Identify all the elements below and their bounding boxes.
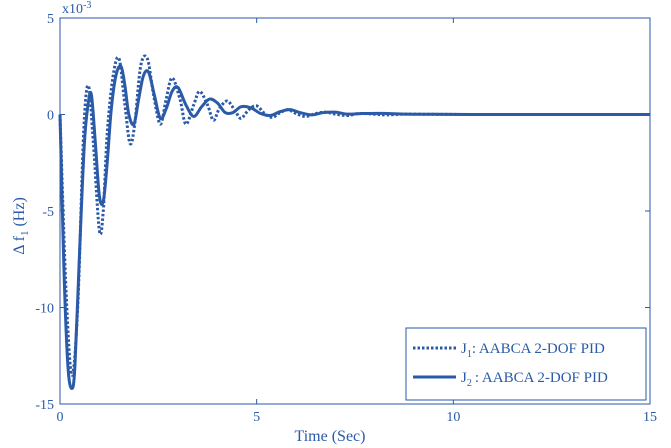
- legend-j2-sub: 2: [467, 378, 472, 389]
- y-tick-label: -5: [42, 205, 54, 220]
- x-tick-label: 0: [57, 410, 64, 425]
- legend-box: [405, 327, 647, 401]
- legend-j1-sub: 1: [467, 349, 472, 360]
- legend-j2-rest: : AABCA 2-DOF PID: [475, 370, 608, 386]
- legend-j1-main: J: [461, 341, 467, 357]
- legend-j1-rest: : AABCA 2-DOF PID: [472, 341, 605, 357]
- y-axis-label-sub: 1: [19, 231, 31, 237]
- y-tick-label: 5: [47, 12, 54, 27]
- series-layer: [58, 54, 650, 391]
- x-tick-label: 10: [446, 410, 460, 425]
- legend: J1: AABCA 2-DOF PID J2: AABCA 2-DOF PID: [405, 327, 647, 401]
- y-axis-label-unit: (Hz): [11, 197, 28, 226]
- legend-j2-main: J: [461, 370, 467, 386]
- x-axis-label: Time (Sec): [295, 428, 366, 445]
- legend-label-j2: J2: AABCA 2-DOF PID: [461, 370, 608, 389]
- y-exponent-power: -3: [83, 0, 91, 11]
- y-exponent-label: x10-3: [62, 0, 91, 17]
- series-line-2: [58, 64, 650, 391]
- y-tick-label: -15: [35, 398, 54, 413]
- y-tick-label: 0: [47, 109, 54, 124]
- y-axis-label-main: Δ f: [11, 235, 28, 254]
- axis-ticks: 0 5 10 15 -15 -10 -5 0 5: [35, 12, 657, 425]
- x-tick-label: 15: [643, 410, 657, 425]
- series-line-1: [58, 54, 650, 377]
- y-exponent-base: x10: [62, 2, 83, 17]
- legend-label-j1: J1: AABCA 2-DOF PID: [461, 341, 605, 360]
- x-tick-label: 5: [253, 410, 260, 425]
- y-axis-label: Δ f1 (Hz): [11, 197, 31, 255]
- y-tick-label: -10: [35, 302, 54, 317]
